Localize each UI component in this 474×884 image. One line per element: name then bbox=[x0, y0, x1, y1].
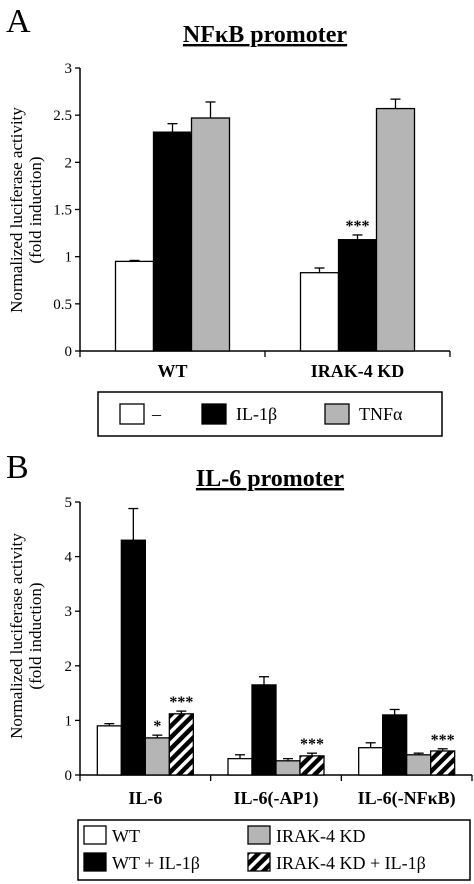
legend-label-tnfa: TNFα bbox=[359, 404, 403, 424]
panel-b-y-tick-label: 5 bbox=[65, 495, 73, 511]
legend-swatch-il1b bbox=[201, 403, 227, 425]
panel-b-ylabel: Normalized luciferase activity (fold ind… bbox=[7, 533, 45, 739]
legend-label-wt-il1b: WT + IL-1β bbox=[112, 853, 200, 873]
legend-swatch-irak4kd-il1b bbox=[247, 852, 271, 872]
panel-b-chart: 012345****IL-6***IL-6(-AP1)***IL-6(-NFκB… bbox=[65, 495, 473, 809]
panel-a-legend: – IL-1β TNFα bbox=[97, 391, 443, 437]
panel-a-category-label: WT bbox=[157, 361, 187, 381]
panel-a-y-tick-label: 0 bbox=[65, 344, 73, 360]
panel-a-y-tick-label: 2 bbox=[65, 155, 73, 171]
panel-a-bar bbox=[299, 272, 340, 352]
panel-a-title: NFκB promoter bbox=[183, 22, 348, 48]
panel-a-bar bbox=[114, 260, 155, 352]
panel-a-significance-label: *** bbox=[346, 218, 370, 235]
legend-swatch-irak4kd bbox=[247, 825, 271, 845]
panel-a-ylabel-line2: (fold induction) bbox=[26, 156, 45, 263]
panel-b-y-tick-label: 3 bbox=[65, 604, 73, 620]
panel-b-bar bbox=[382, 714, 408, 776]
panel-a-letter: A bbox=[6, 3, 31, 40]
panel-a-ylabel: Normalized luciferase activity (fold ind… bbox=[7, 107, 45, 313]
legend-swatch-none bbox=[119, 403, 145, 425]
legend-label-irak4kd-il1b: IRAK-4 KD + IL-1β bbox=[276, 853, 426, 873]
panel-b-y-tick-label: 1 bbox=[65, 713, 73, 729]
legend-swatch-wt bbox=[83, 825, 107, 845]
panel-a-category-label: IRAK-4 KD bbox=[311, 361, 405, 381]
legend-swatch-wt-il1b bbox=[83, 852, 107, 872]
panel-a-bar bbox=[152, 131, 193, 352]
panel-b-y-tick-label: 2 bbox=[65, 659, 73, 675]
panel-b-ylabel-line1: Normalized luciferase activity bbox=[7, 533, 26, 739]
panel-a-y-tick-label: 3 bbox=[65, 61, 73, 77]
panel-b-bar bbox=[144, 737, 170, 776]
panel-b-category-label: IL-6 bbox=[128, 788, 162, 808]
panel-a-bar bbox=[190, 117, 231, 352]
panel-b-significance-label: * bbox=[153, 718, 161, 735]
panel-b-legend: WT IRAK-4 KD WT + IL-1β IRAK-4 KD + IL-1… bbox=[77, 819, 471, 881]
panel-b-significance-label: *** bbox=[431, 732, 455, 749]
panel-b-bar bbox=[275, 760, 301, 776]
panel-b-category-label: IL-6(-AP1) bbox=[234, 788, 319, 809]
panel-b-y-tick-label: 0 bbox=[65, 768, 73, 784]
panel-a-y-tick-label: 1 bbox=[65, 250, 73, 266]
panel-a-y-tick-label: 1.5 bbox=[53, 203, 72, 219]
panel-b-letter: B bbox=[6, 449, 29, 486]
panel-a-y-tick-label: 2.5 bbox=[53, 108, 72, 124]
legend-label-wt: WT bbox=[112, 826, 140, 846]
panel-b-bar bbox=[406, 754, 432, 776]
legend-label-none: – bbox=[151, 404, 162, 424]
panel-b-bar bbox=[227, 757, 253, 776]
legend-swatch-tnfa bbox=[324, 403, 350, 425]
panel-b-bar bbox=[299, 755, 325, 776]
panel-b-bar bbox=[168, 713, 194, 776]
panel-b-title: IL-6 promoter bbox=[196, 466, 345, 492]
panel-b-y-tick-label: 4 bbox=[65, 550, 73, 566]
panel-b-significance-label: *** bbox=[169, 694, 193, 711]
panel-b-category-label: IL-6(-NFκB) bbox=[358, 788, 456, 809]
panel-b-bar bbox=[430, 750, 456, 776]
panel-a-chart: 0 0.5 1 1.5 2 2.5 3 WT *** IRAK-4 KD bbox=[53, 61, 451, 381]
panel-a-legend-frame bbox=[97, 391, 443, 437]
panel-a-bar bbox=[337, 239, 378, 352]
panel-b-bar bbox=[358, 747, 384, 776]
legend-label-irak4kd: IRAK-4 KD bbox=[276, 826, 366, 846]
panel-a-ylabel-line1: Normalized luciferase activity bbox=[7, 107, 26, 313]
panel-b-bar bbox=[251, 684, 277, 776]
panel-a-bar bbox=[375, 107, 416, 352]
panel-a-y-tick-label: 0.5 bbox=[53, 297, 72, 313]
panel-b-significance-label: *** bbox=[300, 736, 324, 753]
panel-b-bar bbox=[96, 725, 122, 776]
panel-b-bar bbox=[120, 539, 146, 776]
panel-b-legend-frame bbox=[77, 819, 471, 881]
panel-b-ylabel-line2: (fold induction) bbox=[26, 582, 45, 689]
legend-label-il1b: IL-1β bbox=[236, 404, 277, 424]
